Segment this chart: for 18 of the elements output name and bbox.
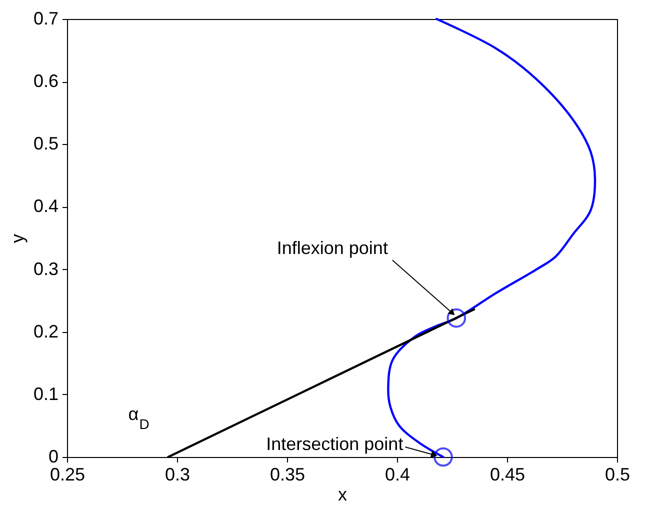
y-tick-label: 0.4 (33, 196, 58, 216)
y-tick-label: 0.6 (33, 71, 58, 92)
y-axis-title: y (7, 234, 28, 243)
y-tick-label: 0.5 (33, 134, 58, 154)
annotation: Inflexion point (276, 238, 388, 258)
x-tick-label: 0.35 (270, 464, 306, 484)
annotation: Intersection point (266, 434, 404, 454)
x-tick-label: 0.25 (50, 464, 86, 484)
x-tick-label: 0.45 (490, 464, 526, 484)
x-tick-label: 0.5 (604, 464, 630, 484)
x-tick-label: 0.4 (384, 464, 410, 484)
y-tick-label: 0.1 (33, 384, 58, 404)
x-tick-label: 0.3 (164, 464, 190, 484)
y-tick-label: 0.7 (33, 8, 58, 28)
y-tick-label: 0.3 (33, 258, 58, 279)
y-tick-label: 0 (48, 446, 58, 466)
x-axis-title: x (338, 484, 347, 504)
y-tick-label: 0.2 (33, 321, 58, 342)
